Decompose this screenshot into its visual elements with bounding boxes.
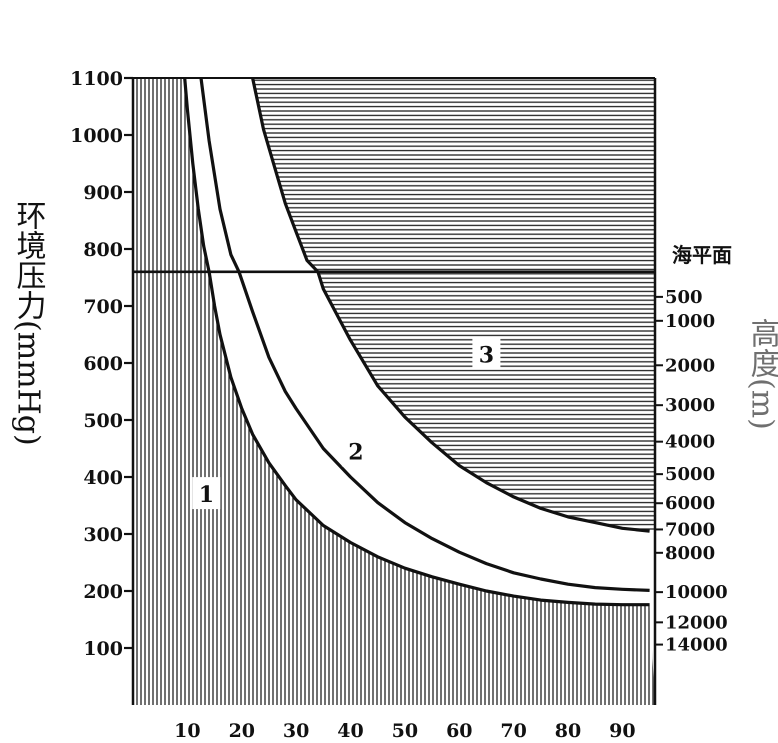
region-label-bg bbox=[472, 337, 501, 370]
region-3-fill bbox=[252, 78, 655, 532]
region-label-bg bbox=[341, 434, 370, 467]
region-1-fill bbox=[133, 78, 655, 705]
region-label-1: 1 bbox=[199, 482, 214, 508]
altitude-tick-label: 5000 bbox=[665, 464, 715, 485]
y-tick-label: 900 bbox=[83, 182, 123, 204]
altitude-tick-label: 14000 bbox=[665, 635, 728, 656]
curve-2 bbox=[199, 77, 650, 592]
altitude-axis-title: 高度(m) bbox=[745, 318, 778, 430]
y-tick-label: 400 bbox=[83, 467, 123, 489]
x-tick-label: 40 bbox=[337, 720, 363, 742]
curve-3 bbox=[251, 77, 650, 533]
y-tick-label: 800 bbox=[83, 239, 123, 261]
x-tick-label: 10 bbox=[174, 720, 200, 742]
region-label-bg bbox=[192, 477, 221, 510]
altitude-tick-label: 10000 bbox=[665, 582, 728, 603]
x-tick-label: 90 bbox=[609, 720, 635, 742]
altitude-tick-label: 1000 bbox=[665, 311, 715, 332]
y-tick-label: 1000 bbox=[70, 125, 123, 147]
x-tick-label: 50 bbox=[392, 720, 418, 742]
x-tick-label: 30 bbox=[283, 720, 309, 742]
x-tick-label: 60 bbox=[446, 720, 472, 742]
altitude-tick-label: 8000 bbox=[665, 543, 715, 564]
region-label-2: 2 bbox=[348, 439, 363, 465]
x-axis: 10 20 30 40 50 60 70 80 90 bbox=[174, 720, 635, 742]
x-tick-label: 80 bbox=[555, 720, 581, 742]
altitude-tick-label: 4000 bbox=[665, 432, 715, 453]
x-tick-label: 20 bbox=[229, 720, 255, 742]
curves bbox=[183, 77, 650, 607]
altitude-tick-label: 3000 bbox=[665, 395, 715, 416]
altitude-tick-label: 2000 bbox=[665, 355, 715, 376]
region-labels: 1 2 3 bbox=[192, 337, 501, 510]
plot-area bbox=[131, 77, 657, 705]
altitude-tick-label: 500 bbox=[665, 287, 703, 308]
sea-level-label: 海平面 bbox=[672, 243, 732, 267]
y-axis-title: 环境压力(mmHg) bbox=[11, 200, 47, 446]
curve-1 bbox=[183, 77, 650, 607]
y-tick-label: 100 bbox=[83, 638, 123, 660]
region-fills bbox=[133, 78, 655, 705]
y-axis: 100 200 300 400 500 600 700 800 900 1000 1100 bbox=[70, 68, 133, 660]
y-tick-label: 300 bbox=[83, 524, 123, 546]
altitude-tick-label: 6000 bbox=[665, 493, 715, 514]
y-tick-label: 1100 bbox=[70, 68, 123, 90]
y-tick-label: 700 bbox=[83, 296, 123, 318]
y-tick-label: 200 bbox=[83, 581, 123, 603]
altitude-tick-label: 12000 bbox=[665, 612, 728, 633]
altitude-axis: 500 1000 2000 3000 4000 5000 6000 7000 8000 10000… bbox=[655, 243, 732, 656]
plot-frame bbox=[131, 77, 657, 705]
y-tick-label: 500 bbox=[83, 410, 123, 432]
x-tick-label: 70 bbox=[500, 720, 526, 742]
region-label-3: 3 bbox=[479, 342, 494, 368]
altitude-tick-label: 7000 bbox=[665, 519, 715, 540]
y-tick-label: 600 bbox=[83, 353, 123, 375]
